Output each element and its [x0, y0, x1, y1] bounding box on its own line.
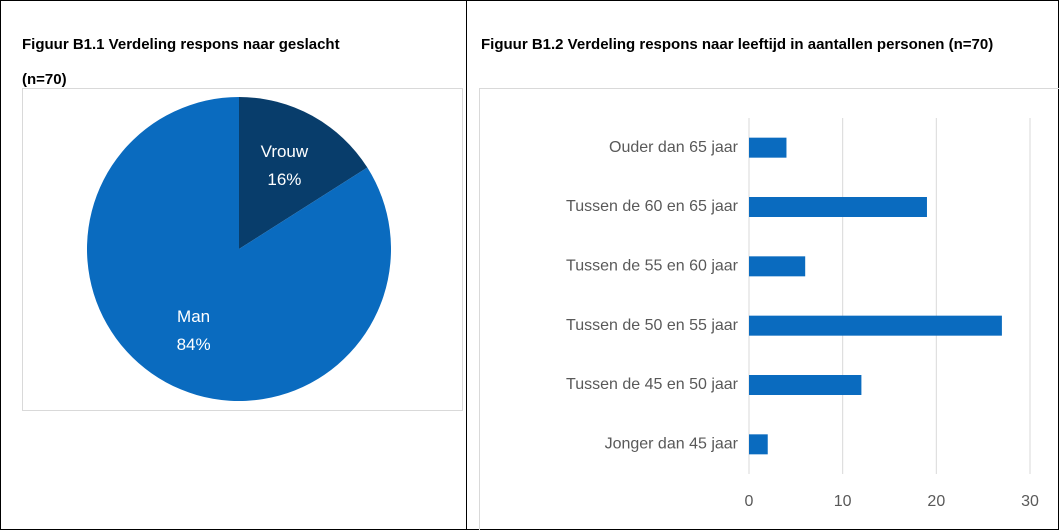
slice-label: Vrouw — [261, 142, 309, 161]
pie-slice — [239, 97, 368, 249]
pie-title: Figuur B1.1 Verdeling respons naar gesla… — [22, 36, 340, 88]
bar-frame — [479, 88, 1059, 530]
pie-slice — [86, 97, 391, 401]
y-tick-label: Tussen de 45 en 50 jaar — [566, 376, 739, 393]
x-tick-label: 10 — [834, 493, 852, 510]
bar-title: Figuur B1.2 Verdeling respons naar leeft… — [481, 36, 994, 53]
y-tick-label: Tussen de 60 en 65 jaar — [566, 198, 739, 215]
column-divider — [466, 0, 467, 530]
x-tick-label: 30 — [1021, 493, 1039, 510]
bar — [749, 137, 787, 158]
bar — [749, 256, 806, 277]
y-tick-label: Tussen de 50 en 55 jaar — [566, 317, 739, 334]
y-tick-label: Jonger dan 45 jaar — [605, 436, 739, 453]
slice-label: Man — [177, 307, 210, 326]
x-tick-label: 0 — [745, 493, 754, 510]
slice-value: 84% — [177, 335, 211, 354]
pie-frame — [22, 88, 463, 411]
x-tick-label: 20 — [927, 493, 945, 510]
bar — [749, 315, 1002, 336]
bar — [749, 434, 768, 455]
slice-value: 16% — [267, 170, 301, 189]
y-tick-label: Ouder dan 65 jaar — [609, 139, 739, 156]
bar — [749, 197, 927, 217]
bar — [749, 375, 862, 395]
y-tick-label: Tussen de 55 en 60 jaar — [566, 258, 739, 275]
